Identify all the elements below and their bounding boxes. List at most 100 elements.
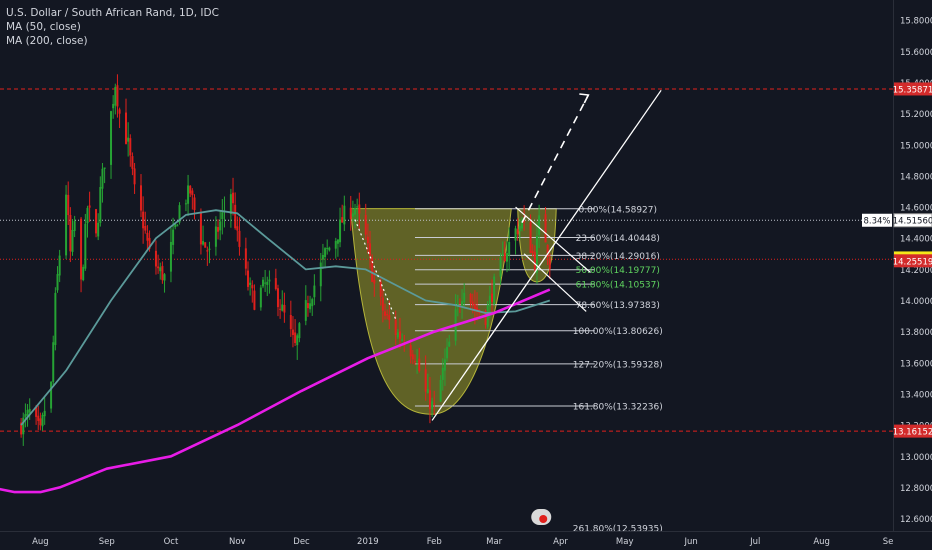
candle-body <box>148 237 151 249</box>
candle-body <box>491 293 494 302</box>
candle-body <box>28 408 31 413</box>
x-tick-label: May <box>616 537 634 547</box>
candle-body <box>473 304 476 310</box>
candle-body <box>35 407 38 417</box>
candle-body <box>469 294 472 303</box>
candle-body <box>247 270 250 287</box>
candle-body <box>484 311 487 325</box>
candle-body <box>82 266 85 281</box>
y-tick-label: 14.80000 <box>900 172 932 182</box>
candle-body <box>26 409 29 416</box>
handle-trendline-lower <box>523 253 587 312</box>
candle-body <box>251 285 254 289</box>
candle-body <box>266 281 269 285</box>
pct-label-box <box>862 213 892 227</box>
plot-area: 0.00%(14.58927) 23.60%(14.40448) 38.20%(14… <box>0 74 893 534</box>
candle-body <box>326 247 329 249</box>
candle-body <box>339 219 342 243</box>
candle-body <box>71 230 74 252</box>
time-axis: Aug Sep Oct Nov Dec 2019 Feb Mar Apr May Jun Jul Aug… <box>0 531 932 547</box>
candle-body <box>146 232 149 241</box>
pct-label: 8.34% <box>863 217 890 227</box>
candle-body <box>249 282 252 285</box>
candle-body <box>369 243 372 256</box>
candle-body <box>531 250 534 254</box>
candle-body <box>39 418 42 426</box>
candle-body <box>208 248 211 250</box>
chart-legend: U.S. Dollar / South African Rand, 1D, ID… <box>6 6 219 48</box>
candle-body <box>514 228 517 241</box>
ma50-legend: MA (50, close) <box>6 21 81 33</box>
candle-body <box>112 103 115 109</box>
fib-label: 0.00%(14.58927) <box>578 205 657 215</box>
projection-arrow <box>521 94 590 224</box>
candle-body <box>129 138 132 156</box>
candle-body <box>309 303 312 310</box>
trendline-support <box>431 89 662 421</box>
candle-body <box>22 417 25 435</box>
x-tick-label: Aug <box>813 537 830 547</box>
candle-body <box>518 225 521 232</box>
candle-body <box>313 285 316 298</box>
candle-body <box>133 168 136 185</box>
candle-body <box>88 205 91 208</box>
candle-body <box>52 342 55 382</box>
candle-body <box>253 290 256 310</box>
y-tick-label: 15.60000 <box>900 48 932 58</box>
candle-body <box>356 206 359 208</box>
candle-body <box>67 194 70 216</box>
y-tick-label: 13.80000 <box>900 328 932 338</box>
arrow-head <box>579 93 590 104</box>
candle-body <box>324 248 327 258</box>
candle-body <box>298 323 301 339</box>
fib-label: 261.80%(12.53935) <box>573 524 663 534</box>
x-tick-label: Jun <box>683 537 697 547</box>
candle-body <box>401 339 404 341</box>
candle-body <box>236 226 239 231</box>
candle-body <box>261 279 264 287</box>
y-tick-label: 15.80000 <box>900 17 932 27</box>
y-tick-label: 13.00000 <box>900 453 932 463</box>
price-label-box <box>894 424 932 438</box>
candle-body <box>142 211 145 229</box>
candle-body <box>161 265 164 281</box>
candle-body <box>41 414 44 427</box>
candle-body <box>506 253 509 262</box>
x-tick-label: Se <box>883 537 894 547</box>
event-dot <box>539 515 548 523</box>
ma50-line <box>20 209 551 426</box>
candle-body <box>114 86 117 106</box>
y-tick-label: 12.60000 <box>900 515 932 525</box>
fib-label: 100.00%(13.80626) <box>573 327 663 337</box>
candle-body <box>508 242 511 256</box>
candle-body <box>110 111 113 165</box>
y-tick-label: 15.00000 <box>900 141 932 151</box>
candle-body <box>441 367 444 380</box>
y-tick-label: 14.40000 <box>900 235 932 245</box>
candle-body <box>503 253 506 262</box>
candle-body <box>184 203 187 205</box>
candle-body <box>351 213 354 217</box>
candle-body <box>544 214 547 243</box>
candle-body <box>219 221 222 231</box>
x-tick-label: Jul <box>749 537 760 547</box>
candle-body <box>24 414 27 418</box>
candle-body <box>144 225 147 231</box>
candle-body <box>398 331 401 339</box>
candle-body <box>232 192 235 204</box>
candle-body <box>418 358 421 371</box>
candle-body <box>476 307 479 311</box>
candle-body <box>259 287 262 308</box>
ma200-line <box>0 288 551 494</box>
candle-body <box>101 168 104 189</box>
candle-body <box>125 112 128 144</box>
candle-body <box>428 390 431 410</box>
candle-body <box>238 230 241 247</box>
candle-body <box>343 205 346 225</box>
candle-body <box>471 301 474 305</box>
candle-body <box>416 360 419 362</box>
y-tick-label: 13.40000 <box>900 390 932 400</box>
candle-body <box>523 220 526 223</box>
fib-label: 127.20%(13.59328) <box>573 360 663 370</box>
